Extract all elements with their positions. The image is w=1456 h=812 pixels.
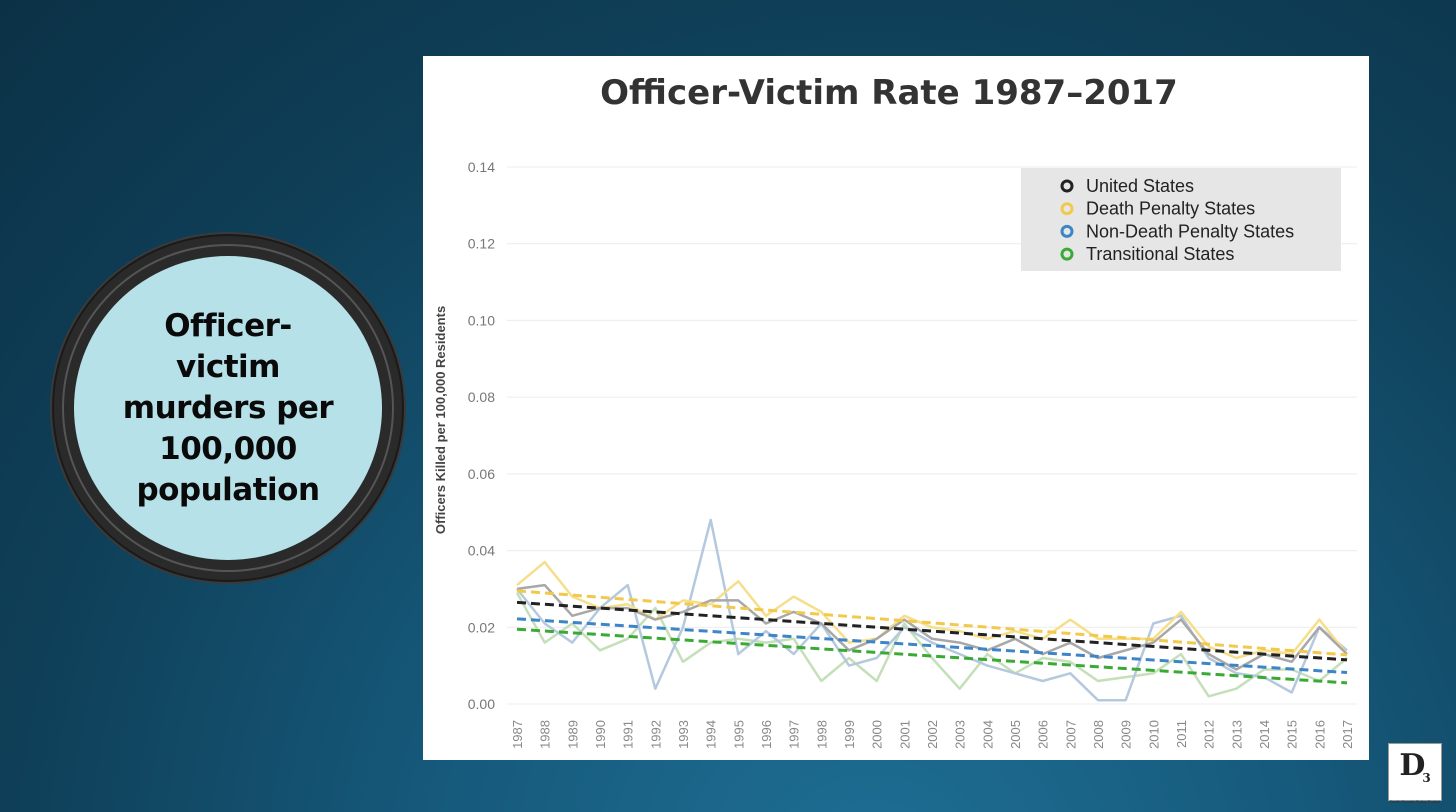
y-tick-label: 0.14 [468,159,495,175]
legend-box [1021,168,1341,271]
x-tick-label: 1995 [731,720,746,749]
logo-mark: D3 [1399,748,1431,785]
logo-caption: Death Penalty Policy Project [1389,799,1441,804]
legend-marker [1060,202,1074,216]
x-tick-label: 2002 [925,720,940,749]
trend-line-1 [516,589,1348,657]
badge-text: Officer-victim murders per 100,000 popul… [122,307,334,508]
legend-marker [1060,179,1074,193]
y-tick-label: 0.10 [468,312,495,328]
x-tick-label: 2008 [1091,720,1106,749]
x-tick-label: 1999 [842,720,857,749]
x-tick-label: 2006 [1036,720,1051,749]
x-tick-label: 1994 [704,720,719,749]
trend-line-2 [516,617,1348,675]
badge: Officer-victim murders per 100,000 popul… [54,236,402,580]
officer-victim-rate-chart: Officer-Victim Rate 1987–2017 0.00 0.02 0.… [433,73,1357,749]
y-tick-label: 0.04 [468,543,495,559]
badge-circle: Officer-victim murders per 100,000 popul… [74,256,382,560]
x-tick-label: 1996 [759,720,774,749]
ddd-logo: D3 Death Penalty Policy Project [1388,743,1442,804]
y-tick-label: 0.08 [468,389,495,405]
y-tick-label: 0.00 [468,696,495,712]
x-tick-label: 1993 [676,720,691,749]
x-tick-label: 2009 [1119,720,1134,749]
legend-label: Non-Death Penalty States [1086,221,1294,241]
x-tick-label: 1988 [538,720,553,749]
x-tick-label: 2003 [953,720,968,749]
series-line-3 [515,592,1348,698]
trend-line-3 [516,627,1348,685]
chart-title: Officer-Victim Rate 1987–2017 [600,73,1178,113]
y-axis-label: Officers Killed per 100,000 Residents [433,306,448,534]
x-tick-label: 1992 [648,720,663,749]
legend-marker [1060,224,1074,238]
x-tick-label: 2017 [1340,720,1355,749]
trend-line-0 [516,600,1348,662]
x-tick-label: 1989 [565,720,580,749]
chart-panel: Officer-Victim Rate 1987–2017 0.00 0.02 0.… [423,56,1369,760]
legend-label: United States [1086,176,1194,196]
x-tick-label: 1987 [510,720,525,749]
x-tick-label: 2016 [1312,720,1327,749]
x-tick-label: 2010 [1146,720,1161,749]
x-tick-label: 1997 [787,720,802,749]
y-tick-label: 0.02 [468,619,495,635]
legend-label: Transitional States [1086,244,1234,264]
x-tick-label: 2014 [1257,720,1272,749]
y-tick-label: 0.12 [468,236,495,252]
legend-marker [1060,247,1074,261]
x-tick-label: 2001 [897,720,912,749]
badge-ring [62,244,394,572]
series-line-2 [516,518,1348,702]
y-tick-label: 0.06 [468,466,495,482]
x-tick-label: 2005 [1008,720,1023,749]
x-tick-label: 1990 [593,720,608,749]
x-tick-label: 2015 [1285,720,1300,749]
x-tick-label: 2007 [1063,720,1078,749]
x-tick-label: 1998 [814,720,829,749]
x-tick-label: 2012 [1202,720,1217,749]
legend-label: Death Penalty States [1086,199,1255,219]
x-tick-label: 2004 [980,720,995,749]
x-tick-label: 2013 [1229,720,1244,749]
series-line-0 [516,583,1348,671]
x-tick-label: 2011 [1174,720,1189,748]
x-tick-label: 1991 [621,720,636,749]
x-tick-label: 2000 [870,720,885,749]
